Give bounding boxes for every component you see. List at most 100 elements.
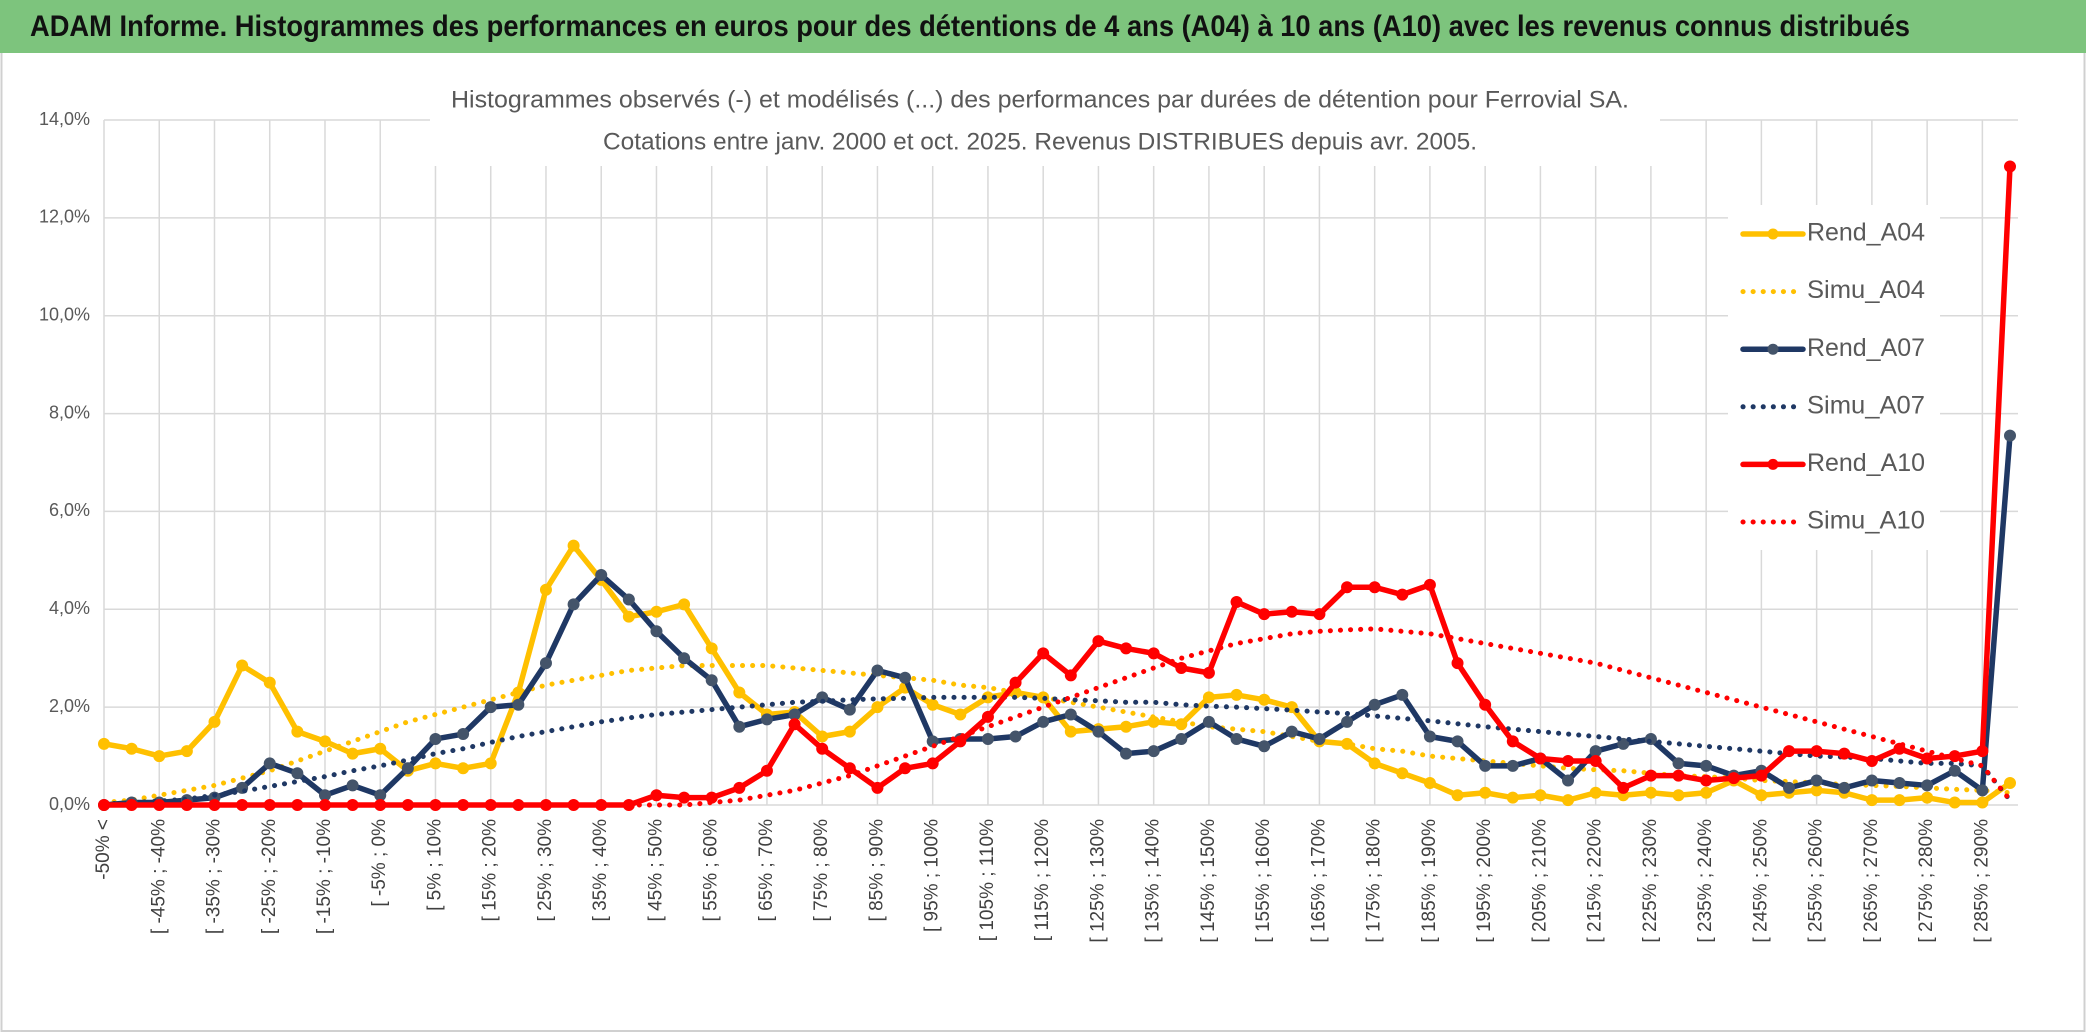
point — [539, 583, 552, 596]
point — [1976, 784, 1989, 797]
point — [1064, 669, 1077, 682]
point — [1838, 781, 1851, 794]
y-tick-label: 10,0% — [39, 304, 90, 324]
point — [622, 593, 635, 606]
point — [733, 720, 746, 733]
x-tick-label: [ 185% ; 190% — [1419, 819, 1440, 943]
point — [1672, 757, 1685, 770]
point — [1258, 740, 1271, 753]
point — [1396, 588, 1409, 601]
x-tick-label: [ 225% ; 230% — [1640, 819, 1661, 943]
point — [1700, 759, 1713, 772]
x-tick-label: [ 85% ; 90% — [866, 819, 887, 922]
point — [1479, 759, 1492, 772]
y-tick-label: 14,0% — [39, 109, 90, 129]
x-tick-label: [ 75% ; 80% — [811, 819, 832, 922]
x-tick-label: [ 175% ; 180% — [1364, 819, 1385, 943]
x-tick-label: [ 155% ; 160% — [1253, 819, 1274, 943]
point — [1230, 595, 1243, 608]
chart-title: Histogrammes observés (-) et modélisés (… — [451, 86, 1629, 113]
point — [1506, 735, 1519, 748]
model-line — [101, 626, 2013, 808]
point — [1396, 688, 1409, 701]
point — [1479, 786, 1492, 799]
y-tick-label: 0,0% — [49, 794, 90, 814]
point — [1037, 715, 1050, 728]
point — [678, 652, 691, 665]
point — [1727, 772, 1740, 785]
point — [843, 725, 856, 738]
point — [1175, 732, 1188, 745]
point — [1865, 754, 1878, 767]
point — [1202, 666, 1215, 679]
point — [1644, 786, 1657, 799]
point — [678, 791, 691, 804]
point — [1313, 608, 1326, 621]
point — [457, 728, 470, 741]
point — [1147, 745, 1160, 758]
x-tick-label: [ 285% ; 290% — [1971, 819, 1992, 943]
point — [1341, 581, 1354, 594]
point — [1368, 757, 1381, 770]
point — [1810, 774, 1823, 787]
point — [1064, 725, 1077, 738]
point — [291, 767, 304, 780]
point — [871, 701, 884, 714]
x-tick-label: [ -25% ; -20% — [259, 819, 280, 934]
point — [512, 698, 525, 711]
point — [1755, 769, 1768, 782]
point — [153, 750, 166, 763]
point — [816, 742, 829, 755]
x-tick-label: [ -45% ; -40% — [148, 819, 169, 934]
point — [1285, 725, 1298, 738]
point — [457, 762, 470, 775]
point — [981, 710, 994, 723]
point — [263, 757, 276, 770]
x-tick-label: [ 35% ; 40% — [590, 819, 611, 922]
point — [374, 742, 387, 755]
point — [1562, 774, 1575, 787]
observed-line — [101, 432, 2013, 808]
point — [567, 598, 580, 611]
point — [1506, 759, 1519, 772]
point — [1009, 676, 1022, 689]
point — [926, 757, 939, 770]
point — [346, 747, 359, 760]
point — [843, 703, 856, 716]
point — [567, 539, 580, 552]
point — [1120, 720, 1133, 733]
point — [1313, 732, 1326, 745]
x-tick-label: [ 45% ; 50% — [645, 819, 666, 922]
y-tick-label: 4,0% — [49, 598, 90, 618]
point — [705, 674, 718, 687]
chart-subtitle: Cotations entre janv. 2000 et oct. 2025.… — [603, 128, 1477, 155]
legend-background — [1728, 205, 1940, 550]
point — [705, 642, 718, 655]
point — [1506, 791, 1519, 804]
x-tick-label: [ 95% ; 100% — [922, 819, 943, 932]
point — [98, 737, 110, 750]
point — [1562, 754, 1575, 767]
x-tick-label: [ -5% ; 0% — [369, 819, 390, 907]
point — [236, 659, 249, 672]
y-tick-label: 8,0% — [49, 402, 90, 422]
point — [1617, 737, 1630, 750]
legend-label: Simu_A07 — [1807, 391, 1925, 419]
observed-line — [101, 163, 2013, 808]
point — [1092, 725, 1105, 738]
point — [1865, 794, 1878, 807]
point — [1423, 776, 1436, 789]
point — [1064, 708, 1077, 721]
x-tick-label: [ 145% ; 150% — [1198, 819, 1219, 943]
model-line — [101, 694, 2013, 807]
legend-label: Rend_A10 — [1807, 449, 1925, 477]
point — [899, 671, 912, 684]
x-tick-label: [ -35% ; -30% — [204, 819, 225, 934]
x-tick-label: [ 195% ; 200% — [1474, 819, 1495, 943]
point — [346, 779, 359, 792]
point — [1976, 745, 1989, 758]
point — [429, 732, 442, 745]
y-tick-label: 2,0% — [49, 696, 90, 716]
point — [1921, 779, 1934, 792]
point — [1589, 786, 1602, 799]
